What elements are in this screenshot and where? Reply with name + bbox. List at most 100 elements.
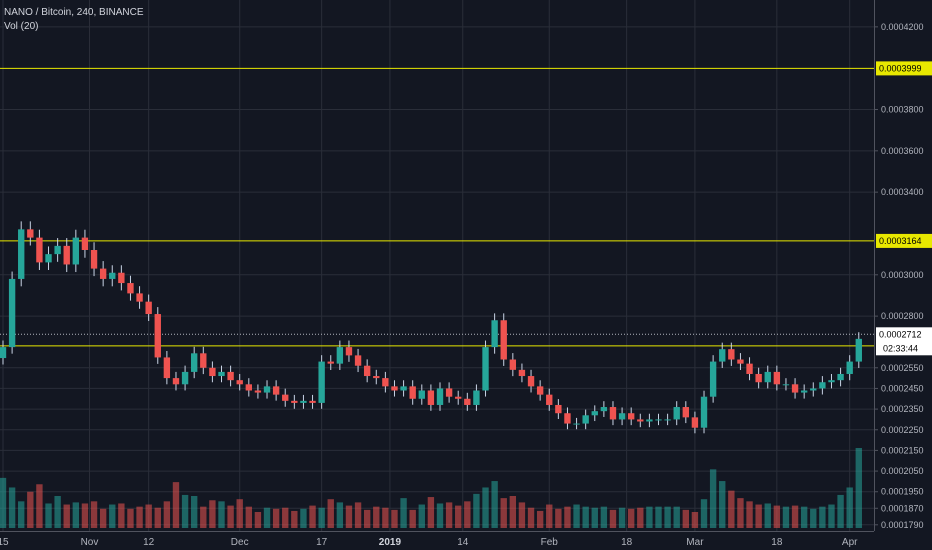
- candle-body: [327, 361, 334, 364]
- volume-bar: [573, 504, 580, 528]
- price-tick-label: 0.0002550: [881, 363, 924, 373]
- current-price-label: 0.0002712: [879, 329, 922, 339]
- candle-body: [127, 283, 134, 294]
- price-tick-label: 0.0004200: [881, 22, 924, 32]
- volume-bar: [90, 501, 98, 528]
- candle-body: [154, 314, 161, 358]
- candle-body: [500, 320, 507, 360]
- candle-body: [673, 407, 680, 420]
- price-tick-label: 0.0002800: [881, 311, 924, 321]
- candle-body: [272, 386, 280, 395]
- candle-body: [354, 355, 362, 366]
- volume-bar: [63, 504, 70, 528]
- price-tick-label: 0.0002250: [881, 425, 924, 435]
- volume-bar: [0, 477, 7, 528]
- candle-body: [18, 229, 25, 279]
- countdown-label: 02:33:44: [883, 343, 918, 353]
- symbol-title[interactable]: NANO / Bitcoin, 240, BINANCE: [4, 7, 144, 18]
- candle-body: [564, 413, 571, 424]
- volume-bar: [291, 510, 298, 528]
- candle-body: [227, 371, 234, 381]
- candle-body: [200, 353, 207, 368]
- volume-bar: [810, 508, 817, 528]
- candle-body: [445, 388, 453, 397]
- volume-bar: [791, 505, 799, 528]
- time-tick-label: 15: [0, 537, 9, 548]
- candle-body: [737, 359, 744, 364]
- volume-bar: [819, 506, 826, 528]
- candle-body: [363, 365, 371, 377]
- candle-body: [755, 373, 762, 383]
- time-tick-label: 14: [457, 537, 469, 548]
- volume-bar: [172, 482, 180, 528]
- volume-bar: [282, 507, 289, 528]
- price-tick-label: 0.0002450: [881, 383, 924, 393]
- candle-body: [837, 373, 844, 381]
- candle-body: [172, 378, 180, 385]
- candle-body: [664, 419, 671, 421]
- candle-body: [464, 398, 471, 405]
- candle-body: [191, 353, 198, 372]
- volume-bar: [309, 505, 316, 528]
- candle-body: [582, 415, 589, 424]
- candle-body: [63, 245, 70, 265]
- candle-body: [109, 272, 116, 279]
- level-price-label: 0.0003164: [879, 236, 922, 246]
- chart-legend: NANO / Bitcoin, 240, BINANCE Vol (20): [4, 6, 144, 34]
- candle-body: [27, 229, 34, 238]
- candle-body: [518, 369, 526, 377]
- price-axis[interactable]: 0.0004200 0.0003800 0.0003600 0.0003400 0.00…: [874, 0, 932, 531]
- candle-body: [145, 301, 152, 315]
- level-price-label-bg: [876, 233, 932, 248]
- volume-bar: [27, 491, 34, 528]
- volume-bar: [628, 508, 635, 528]
- candle-body: [90, 250, 98, 269]
- candle-body: [646, 419, 653, 422]
- volume-bar: [181, 494, 189, 528]
- time-tick-label: Apr: [842, 537, 858, 548]
- volume-bar: [664, 506, 671, 528]
- volume-bar: [837, 494, 844, 528]
- candle-body: [536, 386, 544, 395]
- candle-body: [209, 367, 216, 377]
- volume-bar: [655, 506, 662, 528]
- price-tick-label: 0.0003400: [881, 187, 924, 197]
- volume-bar: [691, 512, 699, 528]
- candle-body: [573, 423, 580, 425]
- volume-bar: [591, 507, 598, 528]
- candle-body: [682, 407, 689, 418]
- volume-bar: [18, 501, 25, 528]
- volume-bar: [409, 509, 416, 528]
- candle-body: [609, 407, 617, 420]
- candle-body: [54, 245, 61, 255]
- candle-body: [773, 371, 781, 385]
- volume-bar: [363, 509, 371, 528]
- candle-body: [482, 347, 489, 391]
- volume-indicator-label[interactable]: Vol (20): [4, 21, 39, 32]
- level-price-label: 0.0003999: [879, 63, 922, 73]
- volume-bar: [764, 503, 771, 528]
- candle-body: [746, 363, 753, 374]
- volume-bar: [846, 487, 853, 528]
- candle-body: [36, 237, 43, 263]
- grid: [0, 0, 874, 531]
- candle-body: [136, 293, 143, 302]
- price-tick-label: 0.0002350: [881, 404, 924, 414]
- horizontal-levels[interactable]: [0, 67, 874, 347]
- time-tick-label: 12: [143, 537, 155, 548]
- volume-bar: [272, 508, 280, 528]
- volume-bar: [263, 507, 271, 528]
- volume-bar: [8, 487, 16, 528]
- candle-body: [45, 254, 52, 263]
- candle-body: [163, 357, 171, 379]
- candle-body: [81, 237, 89, 251]
- level-price-label-bg: [876, 61, 932, 76]
- candle-body: [345, 347, 353, 356]
- time-axis[interactable]: 15 Nov 12 Dec 17 2019 14 Feb 18 Mar 18 Apr: [0, 531, 874, 549]
- candle-body: [618, 413, 626, 420]
- volume-bar: [464, 501, 471, 528]
- price-tick-label: 0.0001870: [881, 503, 924, 513]
- candle-body: [810, 388, 817, 391]
- candle-body: [400, 386, 407, 391]
